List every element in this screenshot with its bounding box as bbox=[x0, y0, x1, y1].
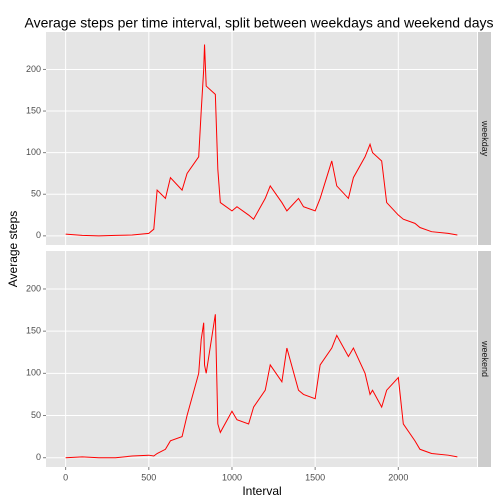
y-tick-label: 50 bbox=[31, 410, 41, 420]
x-axis-title: Interval bbox=[242, 484, 281, 498]
y-tick-label: 200 bbox=[26, 64, 41, 74]
strip-background bbox=[478, 251, 491, 467]
y-tick-label: 150 bbox=[26, 105, 41, 115]
y-axis-title: Average steps bbox=[6, 211, 20, 288]
x-tick-label: 500 bbox=[141, 472, 156, 482]
y-tick-label: 200 bbox=[26, 283, 41, 293]
x-tick-label: 1000 bbox=[222, 472, 242, 482]
y-tick-label: 100 bbox=[26, 368, 41, 378]
panel-background bbox=[46, 32, 477, 245]
x-tick-label: 0 bbox=[63, 472, 68, 482]
y-tick-label: 100 bbox=[26, 147, 41, 157]
line bbox=[65, 44, 458, 237]
panel-background bbox=[46, 251, 477, 467]
y-tick-label: 150 bbox=[26, 326, 41, 336]
x-tick-label: 1500 bbox=[305, 472, 325, 482]
strip-background bbox=[478, 32, 491, 245]
line bbox=[65, 314, 458, 459]
strip-label: weekend bbox=[480, 340, 490, 377]
y-tick-label: 50 bbox=[31, 189, 41, 199]
x-tick-label: 2000 bbox=[388, 472, 408, 482]
y-tick-label: 0 bbox=[36, 452, 41, 462]
y-tick-label: 0 bbox=[36, 230, 41, 240]
chart-title: Average steps per time interval, split b… bbox=[24, 15, 493, 31]
strip-label: weekday bbox=[480, 120, 490, 157]
